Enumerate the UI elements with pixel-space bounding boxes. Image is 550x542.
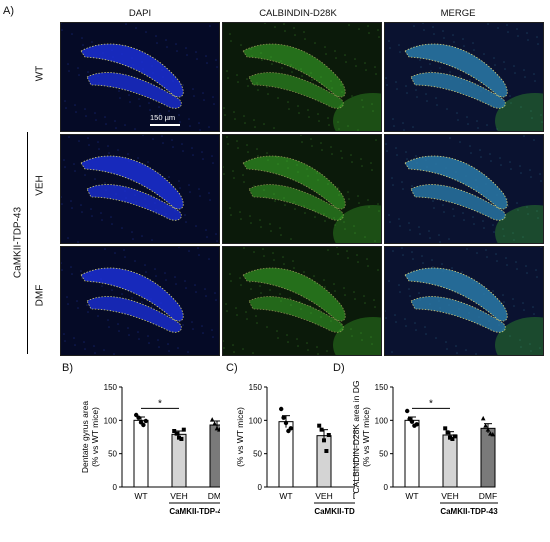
micro-wt-dapi	[60, 22, 220, 132]
ylabel-line-1: (% vs WT mice)	[361, 407, 371, 467]
y-tick-label: 50	[379, 450, 388, 459]
x-tick-label-dmf: DMF	[353, 491, 355, 501]
panel-a-letter: A)	[3, 5, 14, 17]
ylabel-line-0: Dentate gyrus area	[80, 401, 90, 474]
group-label: CaMKII-TDP-43	[169, 507, 220, 516]
data-point	[405, 408, 410, 414]
x-tick-label-veh: VEH	[315, 491, 332, 501]
data-point	[324, 449, 329, 453]
x-tick-label-dmf: DMF	[208, 491, 220, 501]
significance-star: *	[158, 398, 162, 409]
data-point	[322, 438, 326, 443]
data-point	[181, 427, 186, 432]
data-point	[450, 437, 455, 441]
y-tick-label: 0	[384, 483, 389, 492]
y-tick-label: 100	[249, 416, 263, 425]
micro-dmf-dapi	[60, 246, 220, 356]
y-tick-label: 0	[258, 483, 263, 492]
data-point	[281, 415, 286, 420]
bar-wt	[404, 419, 420, 488]
x-tick-label-dmf: DMF	[479, 491, 497, 501]
y-tick-label: 50	[253, 450, 262, 459]
ylabel-line-0: CALBINDIN-D28K area in DG	[351, 381, 361, 494]
data-point	[283, 420, 289, 426]
data-point	[172, 429, 177, 433]
data-point	[212, 421, 217, 426]
bar-wt	[133, 419, 149, 488]
bar-veh	[316, 435, 332, 488]
micro-wt-merge	[384, 22, 544, 132]
data-point	[319, 427, 324, 432]
bar-dmf	[480, 427, 496, 488]
row-label-veh: VEH	[34, 175, 46, 196]
data-point	[279, 406, 284, 412]
micro-veh-merge	[384, 134, 544, 244]
data-point	[214, 425, 220, 431]
bar-veh	[442, 434, 458, 488]
micro-veh-calbindin	[222, 134, 382, 244]
data-point	[179, 437, 184, 441]
col-header-merge: MERGE	[440, 8, 476, 19]
microscopy-grid	[60, 22, 544, 356]
bar-dmf	[209, 424, 220, 488]
y-tick-label: 150	[104, 383, 118, 392]
micro-dmf-calbindin	[222, 246, 382, 356]
row-label-dmf: DMF	[34, 284, 46, 307]
group-bracket	[27, 132, 28, 354]
data-point	[288, 426, 293, 431]
scale-bar-label: 150 µm	[150, 113, 176, 122]
data-point	[141, 422, 146, 428]
data-point	[445, 430, 450, 435]
x-tick-label-veh: VEH	[441, 491, 458, 501]
col-header-calbindin: CALBINDIN-D28K	[259, 8, 337, 19]
data-point	[443, 426, 448, 431]
y-tick-label: 150	[249, 383, 263, 392]
data-point	[409, 419, 415, 424]
y-tick-label: 100	[104, 416, 118, 425]
y-tick-label: 0	[113, 483, 118, 492]
x-tick-label-veh: VEH	[170, 491, 187, 501]
x-tick-label-wt: WT	[405, 491, 418, 501]
x-tick-label-wt: WT	[279, 491, 292, 501]
data-point	[217, 427, 220, 432]
data-point	[177, 435, 181, 440]
data-point	[143, 418, 148, 424]
data-point	[480, 415, 486, 421]
x-tick-label-wt: WT	[134, 491, 147, 501]
micro-dmf-merge	[384, 246, 544, 356]
significance-star: *	[429, 398, 433, 409]
bar-veh	[171, 433, 187, 488]
scale-bar	[150, 124, 180, 126]
data-point	[490, 431, 496, 437]
micro-wt-calbindin	[222, 22, 382, 132]
data-point	[209, 417, 215, 422]
data-point	[485, 427, 491, 432]
row-label-wt: WT	[34, 65, 46, 82]
y-tick-label: 100	[375, 416, 389, 425]
data-point	[452, 434, 457, 439]
group-label-camkii: CaMKII-TDP-43	[12, 206, 24, 279]
chart-dentate-gyrus-area: Dentate gyrus area (% vs WT mice) 0 50 100 15…	[80, 383, 220, 516]
ylabel-line-1: (% vs WT mice)	[235, 407, 245, 467]
col-header-dapi: DAPI	[128, 8, 152, 19]
panel-b-letter: B)	[62, 362, 73, 374]
chart-calbindin-intensity: CALBINDIN-D28K intensity in DG(% vs WT m…	[235, 383, 355, 516]
data-point	[174, 431, 179, 436]
group-label: CaMKII-TDP-43	[314, 507, 355, 516]
data-point	[448, 435, 452, 440]
bar-wt	[278, 421, 294, 488]
ylabel-line-1: (% vs WT mice)	[90, 407, 100, 467]
group-label: CaMKII-TDP-43	[440, 507, 498, 516]
micro-veh-dapi	[60, 134, 220, 244]
data-point	[136, 415, 141, 420]
chart-calbindin-area: CALBINDIN-D28K area in DG (% vs WT mice) 0…	[351, 381, 498, 516]
panel-d-letter: D)	[333, 362, 345, 374]
data-point	[414, 422, 419, 427]
data-point	[326, 433, 331, 437]
data-point	[483, 423, 488, 428]
panel-c-letter: C)	[226, 362, 238, 374]
y-tick-label: 150	[375, 383, 389, 392]
y-tick-label: 50	[108, 450, 117, 459]
data-point	[317, 423, 322, 428]
